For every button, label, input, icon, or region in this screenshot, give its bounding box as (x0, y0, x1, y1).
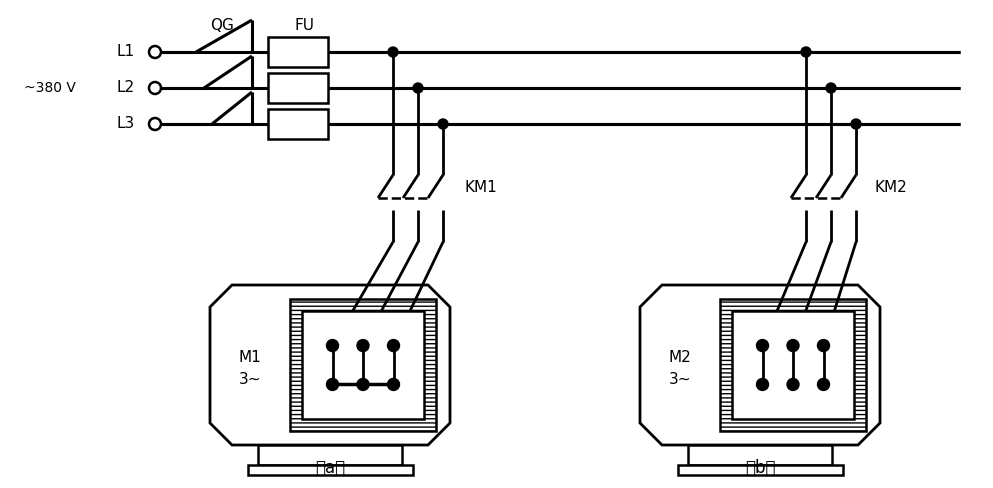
Circle shape (851, 119, 861, 129)
Circle shape (327, 378, 339, 390)
Bar (732, 311, 854, 419)
Bar (720, 299, 866, 431)
Text: FU: FU (295, 19, 315, 34)
Circle shape (787, 340, 799, 351)
Circle shape (817, 340, 829, 351)
Text: L3: L3 (117, 117, 135, 131)
Circle shape (357, 378, 369, 390)
Text: M1: M1 (238, 349, 261, 365)
Text: QG: QG (211, 19, 234, 34)
Circle shape (387, 340, 399, 351)
Circle shape (388, 47, 398, 57)
Polygon shape (640, 285, 880, 445)
Bar (302, 311, 424, 419)
Circle shape (149, 118, 161, 130)
Text: KM1: KM1 (465, 181, 497, 196)
Bar (290, 299, 436, 431)
Circle shape (149, 82, 161, 94)
Circle shape (387, 378, 399, 390)
Circle shape (413, 83, 423, 93)
Text: KM2: KM2 (875, 181, 908, 196)
Circle shape (357, 340, 369, 351)
Circle shape (438, 119, 448, 129)
Circle shape (801, 47, 811, 57)
Circle shape (327, 340, 339, 351)
Text: 3~: 3~ (238, 371, 261, 386)
Text: ~380 V: ~380 V (24, 81, 75, 95)
Bar (290, 299, 436, 431)
Circle shape (757, 378, 769, 390)
Bar (720, 299, 866, 431)
Polygon shape (210, 285, 450, 445)
Bar (268, 73, 328, 103)
Circle shape (787, 378, 799, 390)
Circle shape (826, 83, 836, 93)
Text: M2: M2 (668, 349, 691, 365)
Bar (688, 445, 832, 465)
Bar (268, 37, 328, 67)
Circle shape (817, 378, 829, 390)
Text: L2: L2 (117, 81, 135, 96)
Bar (248, 465, 413, 475)
Bar (678, 465, 843, 475)
Bar (268, 109, 328, 139)
Circle shape (149, 46, 161, 58)
Circle shape (757, 340, 769, 351)
Text: （a）: （a） (315, 459, 345, 477)
Text: L1: L1 (117, 44, 135, 60)
Text: 3~: 3~ (668, 371, 691, 386)
Bar (258, 445, 402, 465)
Text: （b）: （b） (745, 459, 776, 477)
